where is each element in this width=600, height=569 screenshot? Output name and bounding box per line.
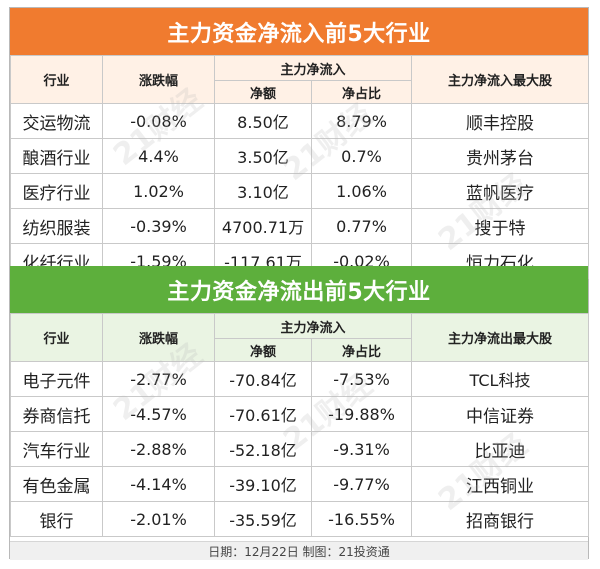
header-ratio: 净占比 <box>310 80 413 104</box>
table-row: 汽车行业 -2.88% -52.18亿 -9.31% 比亚迪 <box>10 431 590 467</box>
change-cell: -2.77% <box>102 361 215 397</box>
change-cell: -2.01% <box>102 501 215 537</box>
table-row: 券商信托 -4.57% -70.61亿 -19.88% 中信证券 <box>10 396 590 432</box>
table-row: 电子元件 -2.77% -70.84亿 -7.53% TCL科技 <box>10 361 590 397</box>
footer-credit: 日期：12月22日 制图：21投资通 <box>10 541 588 560</box>
stock-cell: TCL科技 <box>411 361 590 397</box>
ratio-cell: -9.77% <box>310 466 413 502</box>
stock-cell: 江西铜业 <box>411 466 590 502</box>
header-top-stock: 主力净流入最大股 <box>411 55 590 104</box>
stock-cell: 比亚迪 <box>411 431 590 467</box>
amount-cell: -35.59亿 <box>214 501 312 537</box>
table-row: 银行 -2.01% -35.59亿 -16.55% 招商银行 <box>10 501 590 537</box>
header-change: 涨跌幅 <box>102 55 215 104</box>
change-cell: -4.57% <box>102 396 215 432</box>
outflow-table: 行业 涨跌幅 主力净流入 主力净流出最大股 净额 净占比 电子元件 -2.77%… <box>10 313 590 537</box>
industry-cell: 汽车行业 <box>10 431 103 467</box>
industry-cell: 电子元件 <box>10 361 103 397</box>
ratio-cell: -19.88% <box>310 396 413 432</box>
amount-cell: 3.10亿 <box>214 173 312 209</box>
industry-cell: 酿酒行业 <box>10 138 103 174</box>
table-row: 医疗行业 1.02% 3.10亿 1.06% 蓝帆医疗 <box>10 173 590 209</box>
inflow-table: 行业 涨跌幅 主力净流入 主力净流入最大股 净额 净占比 交运物流 -0.08%… <box>10 55 590 279</box>
industry-cell: 纺织服装 <box>10 208 103 244</box>
industry-cell: 医疗行业 <box>10 173 103 209</box>
change-cell: -2.88% <box>102 431 215 467</box>
ratio-cell: 0.7% <box>310 138 413 174</box>
header-top-stock: 主力净流出最大股 <box>411 313 590 362</box>
stock-cell: 蓝帆医疗 <box>411 173 590 209</box>
header-industry: 行业 <box>10 55 103 104</box>
change-cell: -4.14% <box>102 466 215 502</box>
header-amount: 净额 <box>214 338 312 362</box>
ratio-cell: -9.31% <box>310 431 413 467</box>
industry-cell: 交运物流 <box>10 103 103 139</box>
industry-cell: 银行 <box>10 501 103 537</box>
amount-cell: 8.50亿 <box>214 103 312 139</box>
stock-cell: 顺丰控股 <box>411 103 590 139</box>
industry-cell: 有色金属 <box>10 466 103 502</box>
change-cell: 1.02% <box>102 173 215 209</box>
ratio-cell: 0.77% <box>310 208 413 244</box>
change-cell: -0.39% <box>102 208 215 244</box>
ratio-cell: -16.55% <box>310 501 413 537</box>
stock-cell: 中信证券 <box>411 396 590 432</box>
ratio-cell: 1.06% <box>310 173 413 209</box>
amount-cell: -52.18亿 <box>214 431 312 467</box>
header-ratio: 净占比 <box>310 338 413 362</box>
table-row: 有色金属 -4.14% -39.10亿 -9.77% 江西铜业 <box>10 466 590 502</box>
change-cell: 4.4% <box>102 138 215 174</box>
table-row: 交运物流 -0.08% 8.50亿 8.79% 顺丰控股 <box>10 103 590 139</box>
amount-cell: 3.50亿 <box>214 138 312 174</box>
ratio-cell: 8.79% <box>310 103 413 139</box>
amount-cell: -70.84亿 <box>214 361 312 397</box>
header-change: 涨跌幅 <box>102 313 215 362</box>
stock-cell: 招商银行 <box>411 501 590 537</box>
change-cell: -0.08% <box>102 103 215 139</box>
amount-cell: 4700.71万 <box>214 208 312 244</box>
amount-cell: -39.10亿 <box>214 466 312 502</box>
header-amount: 净额 <box>214 80 312 104</box>
outflow-title: 主力资金净流出前5大行业 <box>10 266 588 313</box>
ratio-cell: -7.53% <box>310 361 413 397</box>
stock-cell: 搜于特 <box>411 208 590 244</box>
table-row: 酿酒行业 4.4% 3.50亿 0.7% 贵州茅台 <box>10 138 590 174</box>
header-industry: 行业 <box>10 313 103 362</box>
amount-cell: -70.61亿 <box>214 396 312 432</box>
header-net-flow: 主力净流入 <box>213 313 413 339</box>
industry-cell: 券商信托 <box>10 396 103 432</box>
header-net-flow: 主力净流入 <box>213 55 413 81</box>
stock-cell: 贵州茅台 <box>411 138 590 174</box>
table-row: 纺织服装 -0.39% 4700.71万 0.77% 搜于特 <box>10 208 590 244</box>
inflow-title: 主力资金净流入前5大行业 <box>10 8 588 55</box>
table-card: 主力资金净流入前5大行业 行业 涨跌幅 主力净流入 主力净流入最大股 净额 净占… <box>9 7 590 560</box>
